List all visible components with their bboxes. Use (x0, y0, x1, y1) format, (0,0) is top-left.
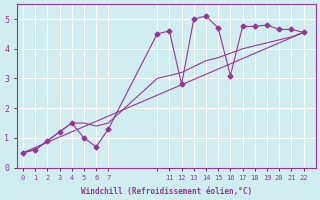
X-axis label: Windchill (Refroidissement éolien,°C): Windchill (Refroidissement éolien,°C) (81, 187, 252, 196)
